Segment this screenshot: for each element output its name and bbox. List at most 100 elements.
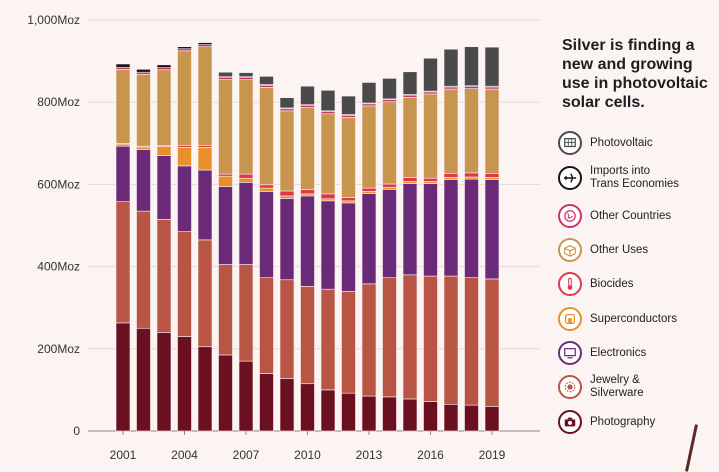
bar-segment	[361, 187, 377, 192]
bar-segment	[197, 239, 213, 348]
bar-segment	[443, 86, 459, 90]
y-tick-label: 0	[73, 424, 80, 438]
bar-segment	[423, 275, 438, 402]
bar-segment	[464, 176, 479, 180]
bar-segment	[177, 145, 192, 148]
solar-panel-icon	[558, 131, 582, 155]
bar-segment	[300, 105, 315, 108]
bar-segment	[484, 278, 500, 407]
legend-item-other-uses: Other Uses	[558, 238, 648, 262]
legend-label: Other Uses	[590, 243, 649, 256]
bar-segment	[484, 406, 500, 432]
bar-segment	[136, 69, 151, 73]
bar-segment	[177, 231, 192, 337]
bar-segment	[115, 66, 131, 70]
monitor-icon	[558, 341, 582, 365]
bar-segment	[341, 197, 356, 202]
bar-segment	[320, 198, 336, 202]
chart-headline: Silver is finding a new and growing use …	[562, 37, 708, 111]
bar-segment	[218, 264, 233, 356]
bar-segment	[300, 189, 315, 195]
bar-segment	[382, 78, 397, 100]
bar-segment	[320, 389, 336, 432]
legend-label: Electronics	[590, 346, 647, 359]
bar-segment	[279, 97, 295, 109]
camera-icon	[558, 410, 582, 434]
bar-segment	[197, 44, 213, 48]
bar-segment	[218, 173, 233, 177]
bar-segment	[402, 181, 418, 184]
bar-segment	[300, 383, 315, 432]
ornament-icon	[558, 375, 582, 399]
bar-segment	[300, 107, 315, 191]
bar-segment	[382, 189, 397, 278]
bar-segment	[361, 82, 377, 104]
bar-segment	[464, 88, 479, 174]
bar-segment	[238, 264, 254, 362]
bar-segment	[464, 46, 479, 87]
bar-segment	[464, 178, 479, 278]
bar-segment	[361, 191, 377, 194]
bar-segment	[300, 195, 315, 287]
bar-segment	[300, 193, 315, 197]
bar-segment	[300, 85, 315, 105]
bar-segment	[218, 186, 233, 265]
bar-segment	[136, 71, 151, 75]
bar-segment	[259, 76, 274, 85]
bar-segment	[197, 42, 213, 45]
bar-segment	[361, 193, 377, 285]
bar-segment	[156, 332, 172, 432]
bar-segment	[197, 169, 213, 241]
legend-item-other-countries: Other Countries	[558, 204, 671, 228]
bar-segment	[402, 177, 418, 182]
bar-segment	[259, 184, 274, 189]
bar-segment	[115, 69, 131, 144]
bar-segment	[279, 190, 295, 197]
bar-segment	[177, 165, 192, 232]
bar-segment	[341, 290, 356, 394]
bar-segment	[279, 110, 295, 192]
bar-segment	[402, 94, 418, 98]
bar-segment	[218, 71, 233, 77]
bar-segment	[177, 46, 192, 50]
bar-segment	[382, 277, 397, 398]
bar-segment	[402, 274, 418, 400]
bar-segment	[320, 193, 336, 200]
y-tick-label: 200Moz	[37, 342, 80, 356]
bar-segment	[156, 64, 172, 68]
legend-label: Jewelry & Silverware	[590, 374, 644, 399]
bar-segment	[259, 87, 274, 186]
bar-segment	[320, 288, 336, 391]
bar-segment	[197, 46, 213, 146]
airplane-icon	[558, 166, 582, 190]
legend-item-photovoltaic: Photovoltaic	[558, 131, 653, 155]
x-tick-label: 2004	[171, 448, 198, 462]
bar-segment	[361, 103, 377, 107]
legend-label: Biocides	[590, 277, 634, 290]
bar-segment	[177, 336, 192, 432]
bar-segment	[320, 89, 336, 112]
bars	[115, 42, 500, 432]
bar-segment	[423, 177, 438, 182]
bar-segment	[115, 201, 131, 324]
bar-segment	[443, 403, 459, 432]
bar-segment	[484, 46, 500, 87]
bar-segment	[259, 85, 274, 88]
bar-segment	[218, 175, 233, 187]
bar-segment	[382, 183, 397, 188]
bar-segment	[443, 179, 459, 277]
box-icon	[558, 238, 582, 262]
bar-segment	[464, 277, 479, 406]
bar-segment	[238, 182, 254, 265]
bar-segment	[197, 147, 213, 171]
bar-segment	[484, 86, 500, 90]
bar-segment	[279, 108, 295, 112]
legend-item-imports: Imports into Trans Economies	[558, 165, 679, 191]
bar-segment	[341, 117, 356, 198]
bar-segment	[115, 63, 131, 68]
bar-segment	[484, 177, 500, 180]
bar-segment	[238, 79, 254, 175]
bar-segment	[402, 71, 418, 95]
globe-icon	[558, 204, 582, 228]
bar-segment	[177, 147, 192, 167]
